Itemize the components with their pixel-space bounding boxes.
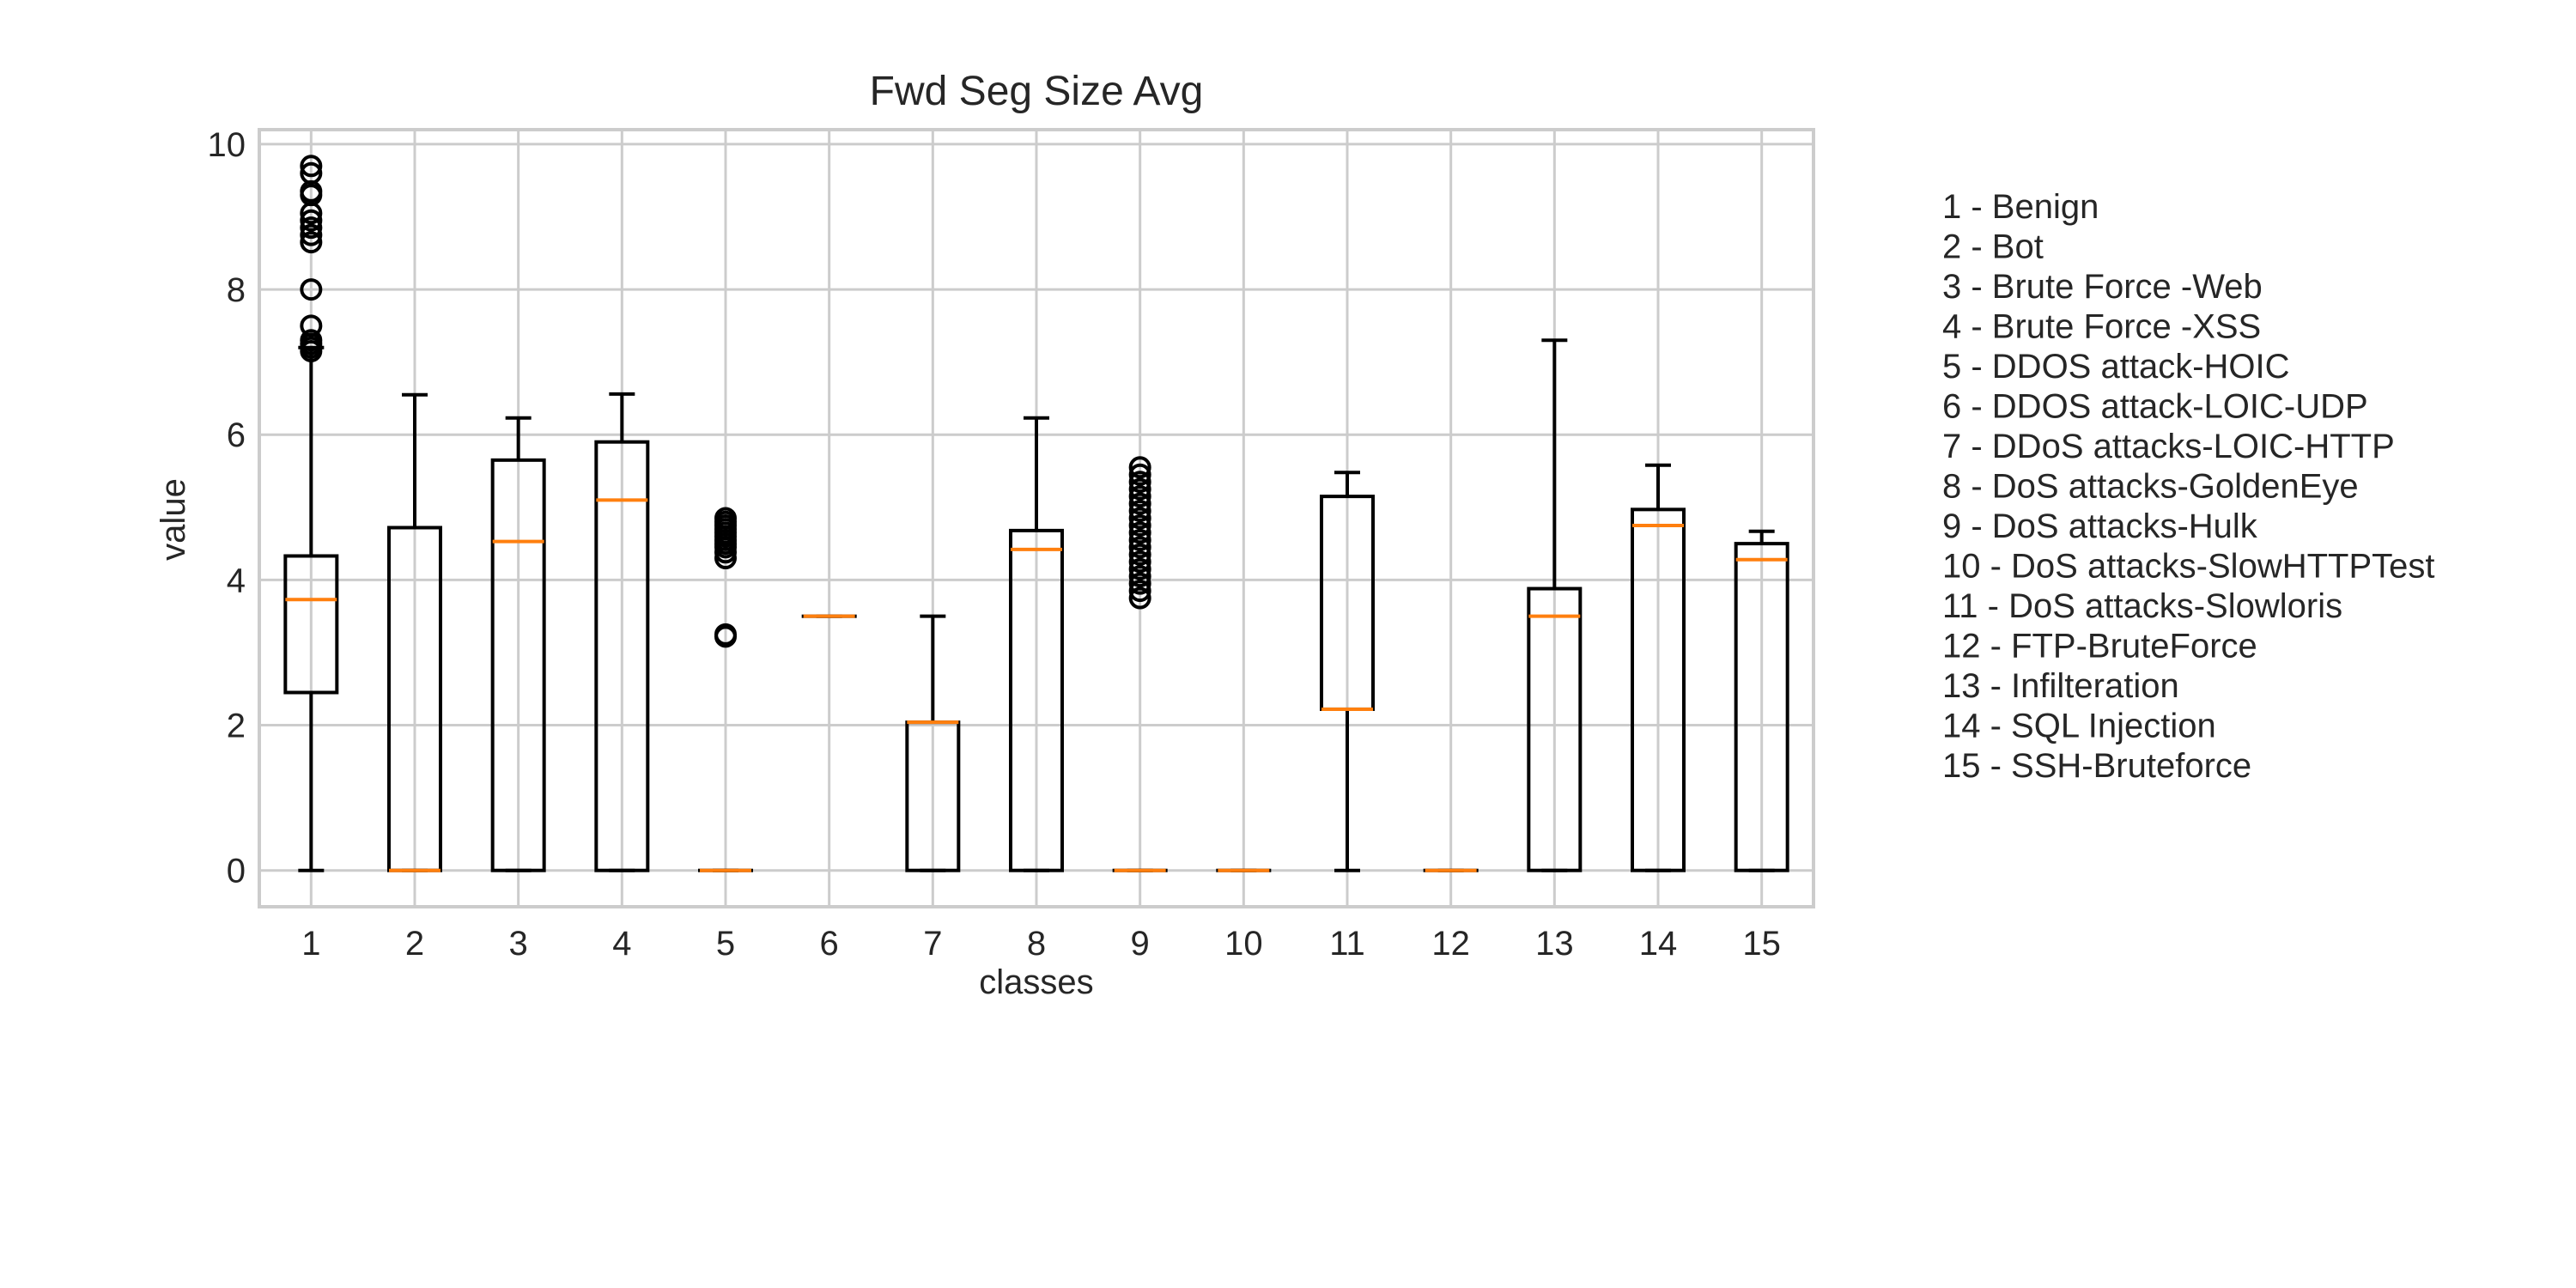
outlier-point [1128, 513, 1151, 537]
outlier-point [1128, 521, 1151, 544]
x-tick-label: 3 [509, 925, 528, 963]
box-class-13 [1527, 338, 1583, 872]
legend-entry: 6 - DDOS attack-LOIC-UDP [1942, 388, 2368, 426]
legend-entry: 4 - Brute Force -XSS [1942, 308, 2261, 346]
outlier-point [1128, 586, 1151, 610]
legend-entry: 3 - Brute Force -Web [1942, 268, 2263, 306]
x-tick-label: 2 [405, 925, 424, 963]
outlier-point [300, 209, 323, 232]
box-class-7 [905, 614, 961, 872]
x-tick-label: 9 [1131, 925, 1150, 963]
x-tick-label: 14 [1639, 925, 1678, 963]
outlier-point [1128, 463, 1151, 486]
x-tick-label: 10 [1224, 925, 1263, 963]
outlier-point [300, 155, 323, 178]
box-class-15 [1734, 529, 1789, 872]
box [1527, 586, 1583, 872]
outlier-point [1128, 477, 1151, 501]
outlier-point [1128, 456, 1151, 479]
outlier-point [300, 329, 323, 352]
box-class-11 [1320, 471, 1375, 872]
legend-entry: 8 - DoS attacks-GoldenEye [1942, 468, 2359, 506]
box-class-3 [490, 416, 546, 872]
outlier-point [300, 231, 323, 254]
box-class-1 [283, 155, 339, 872]
box [594, 440, 650, 872]
legend-entry: 15 - SSH-Bruteforce [1942, 747, 2251, 785]
y-tick-label: 8 [227, 271, 246, 309]
legend-entry: 2 - Bot [1942, 228, 2044, 266]
outlier-point [1128, 471, 1151, 494]
outlier-point [1128, 485, 1151, 508]
outlier-point [1128, 543, 1151, 566]
outlier-point [1128, 492, 1151, 515]
outlier-point [1128, 565, 1151, 588]
outlier-point [300, 314, 323, 337]
outlier-point [300, 161, 323, 185]
y-tick-label: 4 [227, 562, 246, 599]
x-tick-label: 6 [820, 925, 839, 963]
x-tick-label: 15 [1742, 925, 1781, 963]
y-axis-label: value [155, 478, 192, 561]
x-tick-label: 1 [301, 925, 320, 963]
legend-entry: 7 - DDoS attacks-LOIC-HTTP [1942, 428, 2395, 465]
outlier-point [1128, 528, 1151, 551]
outlier-point [1128, 507, 1151, 530]
legend-entry: 11 - DoS attacks-Slowloris [1942, 587, 2342, 625]
outlier-point [714, 507, 737, 530]
x-tick-label: 8 [1027, 925, 1046, 963]
box-class-5 [698, 507, 753, 872]
y-tick-label: 0 [227, 853, 246, 890]
outlier-point [300, 223, 323, 246]
x-tick-label: 4 [612, 925, 631, 963]
x-tick-label: 5 [716, 925, 735, 963]
plot-frame [258, 128, 1815, 908]
x-axis-label: classes [979, 963, 1093, 1001]
box [283, 554, 339, 695]
box [1009, 528, 1064, 872]
legend-entry: 10 - DoS attacks-SlowHTTPTest [1942, 548, 2435, 586]
x-tick-label: 11 [1329, 925, 1365, 963]
outlier-point [1128, 572, 1151, 595]
box-layer [283, 155, 1789, 872]
box [490, 458, 546, 872]
legend-entry: 5 - DDOS attack-HOIC [1942, 348, 2290, 386]
box-class-8 [1009, 416, 1064, 872]
legend-entry: 14 - SQL Injection [1942, 708, 2216, 745]
legend-entry: 13 - Infilteration [1942, 667, 2179, 705]
outlier-point [1128, 500, 1151, 523]
outlier-point [1128, 557, 1151, 580]
y-tick-label: 10 [208, 126, 246, 164]
outlier-point [714, 623, 737, 646]
box-class-9 [1112, 456, 1168, 872]
legend-entry: 1 - Benign [1942, 188, 2099, 226]
legend-entry: 12 - FTP-BruteForce [1942, 628, 2257, 665]
box-class-2 [387, 392, 442, 872]
box-class-4 [594, 392, 650, 872]
box [1631, 507, 1686, 872]
outlier-point [300, 216, 323, 240]
outlier-point [1128, 580, 1151, 603]
chart-title: Fwd Seg Size Avg [870, 69, 1204, 114]
outlier-point [300, 278, 323, 301]
box-class-14 [1631, 463, 1686, 872]
x-tick-label: 12 [1431, 925, 1470, 963]
legend-entry: 9 - DoS attacks-Hulk [1942, 507, 2258, 545]
y-tick-label: 6 [227, 416, 246, 454]
x-tick-label: 7 [923, 925, 942, 963]
x-tick-label: 13 [1535, 925, 1574, 963]
outlier-point [1128, 536, 1151, 559]
outlier-point [1128, 550, 1151, 574]
y-tick-label: 2 [227, 708, 246, 745]
box [1734, 542, 1789, 872]
